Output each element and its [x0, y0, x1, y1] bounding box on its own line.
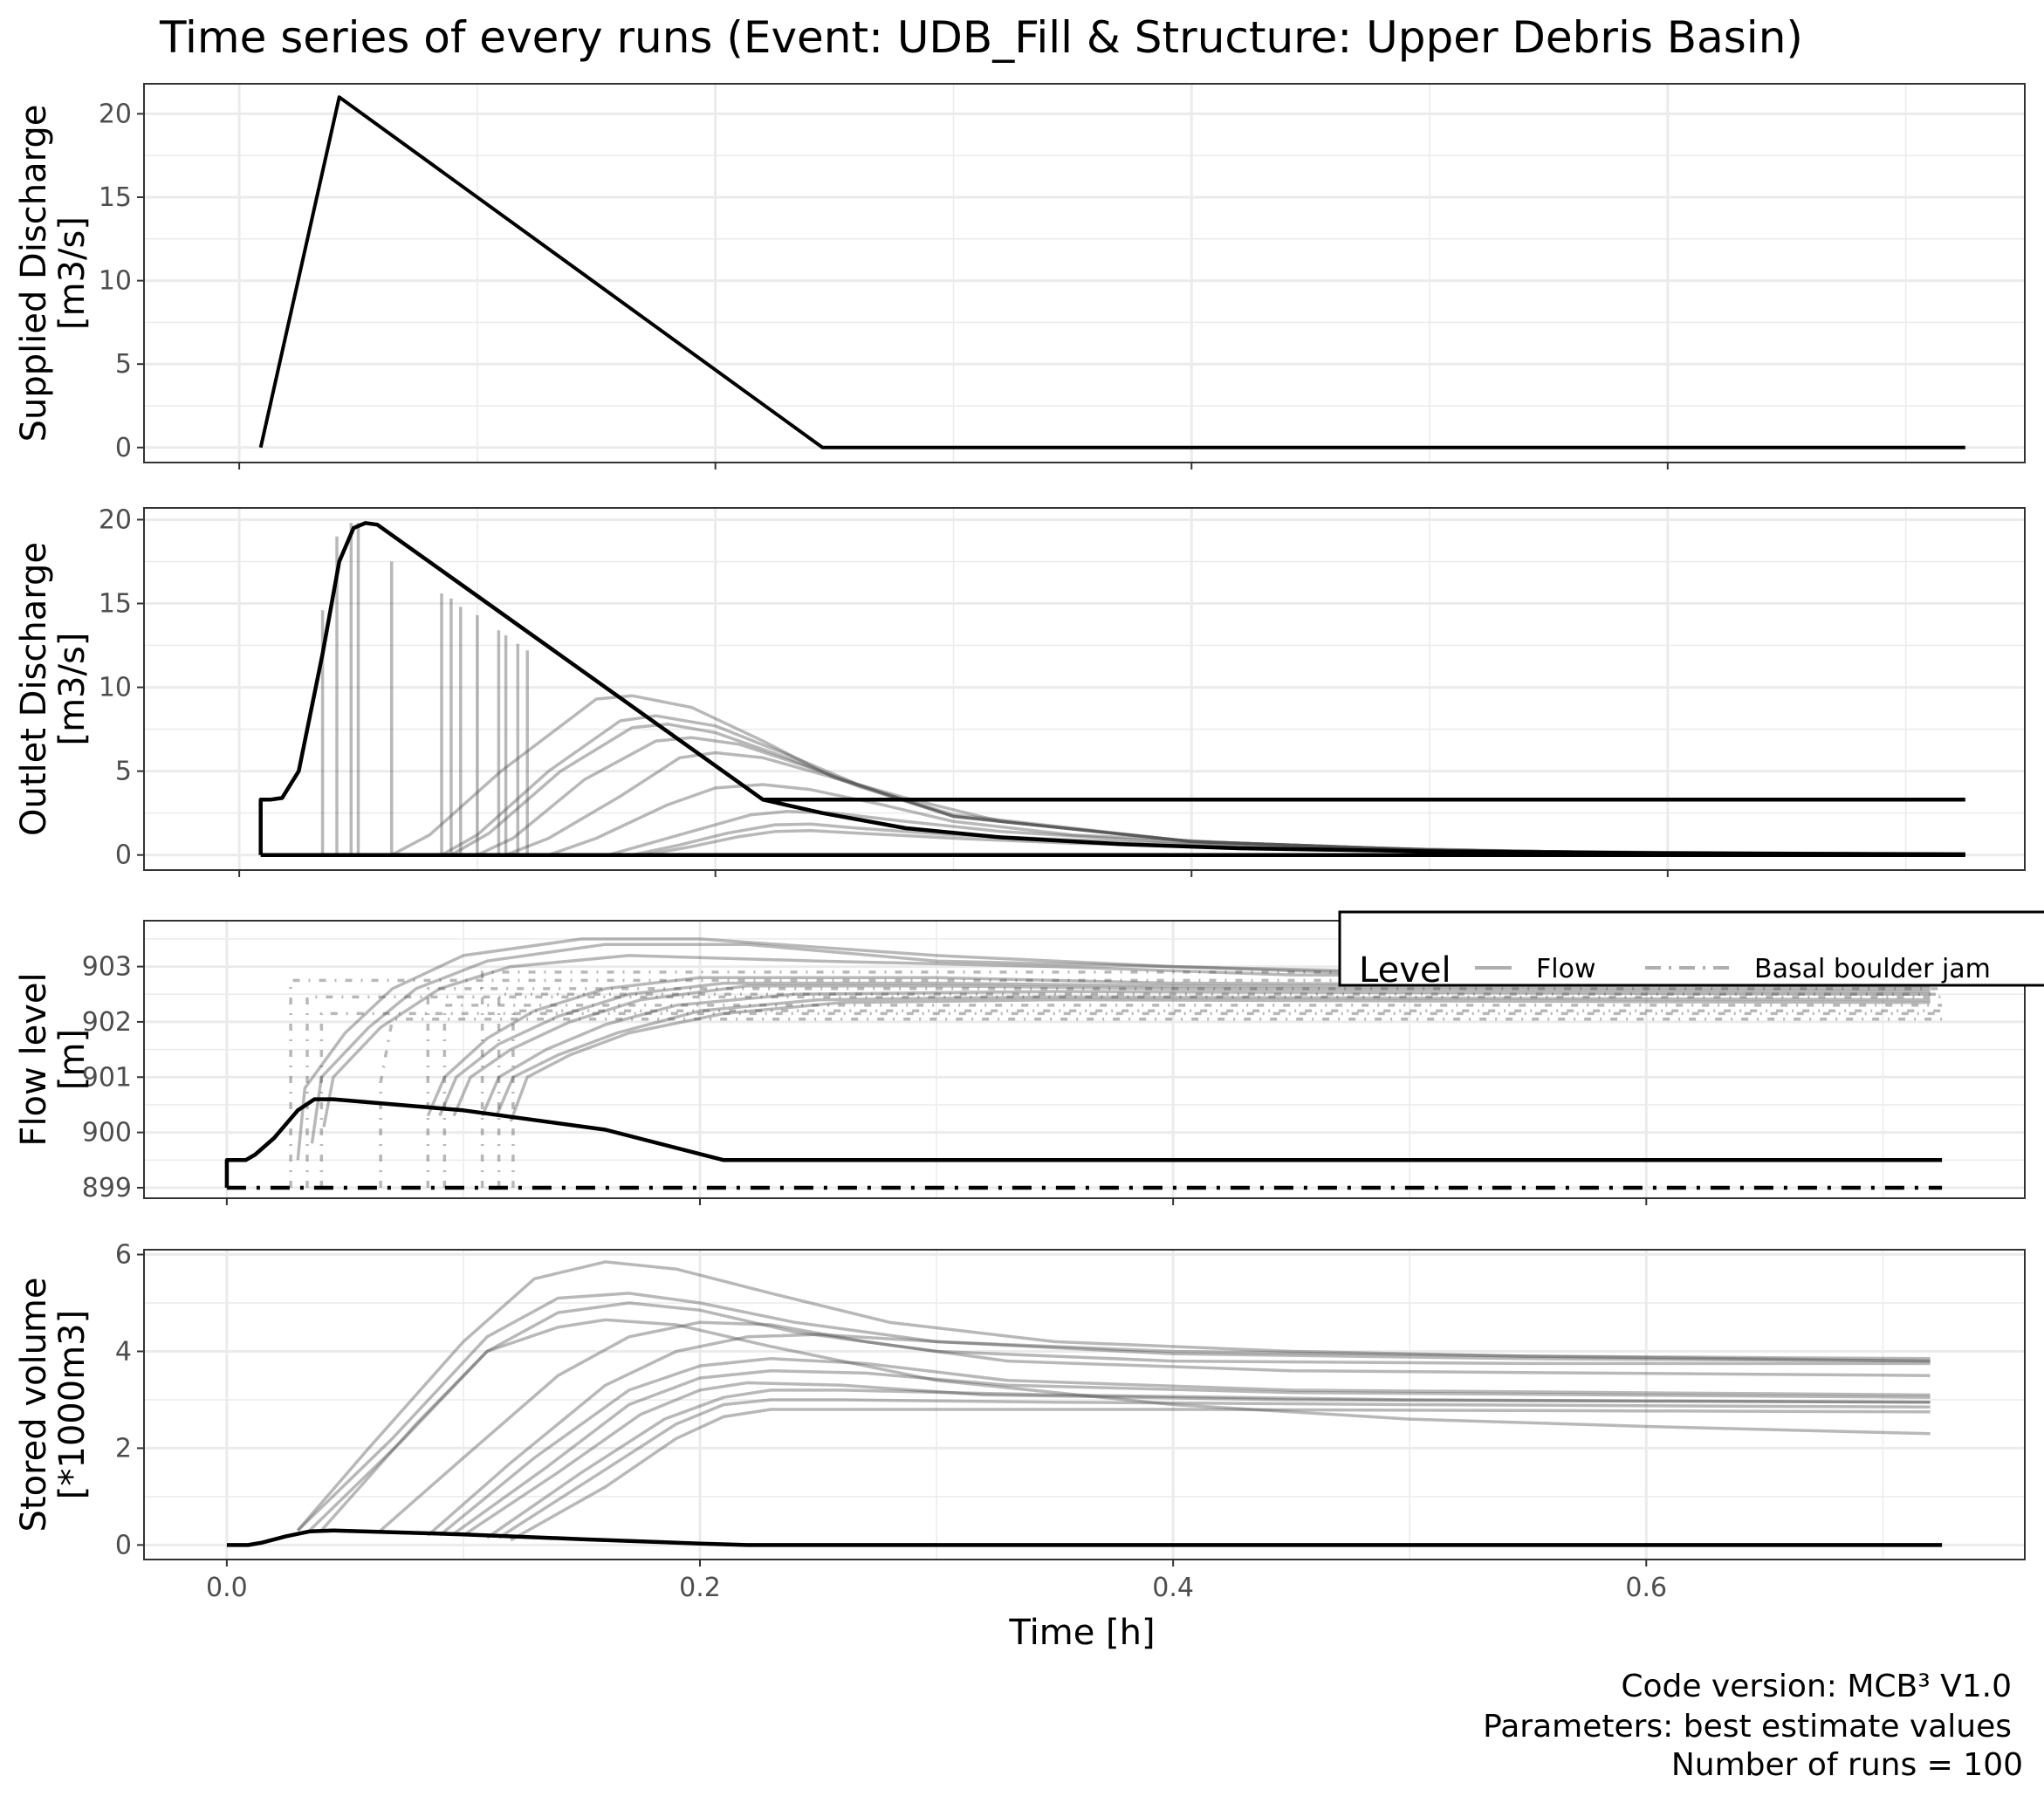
x-tick-label: 0.2	[679, 1573, 721, 1603]
legend-box	[1338, 910, 2044, 987]
panel-flow-ylabel-line1: Flow level	[14, 972, 54, 1146]
y-tick-label: 10	[99, 673, 132, 703]
panel-flow-lines	[224, 937, 1943, 1190]
y-tick-label: 20	[99, 504, 132, 535]
panel-outlet-axes: 0 5 10 15 20	[99, 504, 1669, 877]
panel-supplied-ylabel-line2: [m3/s]	[52, 216, 93, 330]
series-line-supplied-0	[258, 95, 1965, 449]
x-tick-label: 0.6	[1625, 1573, 1667, 1603]
series-line-flow-3	[426, 976, 1931, 1117]
x-tick-label: 0.0	[206, 1573, 248, 1603]
y-tick-label: 15	[99, 589, 132, 620]
y-tick-label: 899	[82, 1173, 132, 1203]
series-line-flow-0	[296, 937, 1931, 1161]
panel-stored-ylabel-line2: [*1000m3]	[52, 1310, 93, 1499]
series-line-flow-6	[480, 990, 1931, 1117]
panel-stored: 0 2 4 6 0.0 0.2 0.4 0.6 Stored volume [*1000m3]	[14, 1240, 2026, 1603]
series-line-flow-4	[438, 981, 1931, 1117]
y-tick-label: 2	[115, 1433, 132, 1464]
series-line-stored-0	[296, 1260, 1931, 1532]
caption-parameters: Parameters: best estimate values	[1483, 1709, 2012, 1745]
panel-flow: 899 900 901 902 903 Flow level [m]	[14, 920, 2026, 1205]
x-axis-label: Time [h]	[1008, 1613, 1155, 1653]
series-line-stored-3	[319, 1318, 1931, 1532]
caption-code-version: Code version: MCB³ V1.0	[1621, 1669, 2012, 1704]
panel-outlet-ylabel-line1: Outlet Discharge	[14, 542, 54, 836]
series-line-stored-11	[510, 1408, 1931, 1542]
caption-number-of-runs: Number of runs = 100	[1671, 1747, 2023, 1783]
series-line-flow-14	[442, 1004, 1943, 1188]
series-line-stored-1	[296, 1292, 1931, 1532]
y-tick-label: 903	[82, 952, 132, 983]
panel-supplied: 0 5 10 15 20 Supplied Discharge [m3/s]	[14, 83, 2026, 470]
series-line-flow-2	[322, 954, 1931, 1128]
series-line-flow-11	[319, 1011, 1943, 1188]
series-line-outlet-22	[258, 521, 1965, 855]
legend: Level Flow Basal boulder jam	[1338, 910, 2044, 991]
series-line-stored-9	[486, 1388, 1931, 1539]
y-tick-label: 15	[99, 182, 132, 213]
panel-outlet-frame	[143, 507, 2026, 871]
series-line-flow-18	[224, 1097, 1943, 1188]
y-tick-label: 4	[115, 1336, 132, 1367]
series-line-stored-6	[438, 1357, 1931, 1537]
series-line-flow-5	[452, 984, 1931, 1117]
series-line-stored-12	[226, 1528, 1943, 1547]
legend-title: Level	[1359, 950, 1451, 991]
series-line-outlet-23	[762, 798, 1965, 857]
y-tick-label: 10	[99, 266, 132, 297]
legend-key-jam-label: Basal boulder jam	[1754, 954, 1991, 984]
panel-flow-ylabel-line2: [m]	[52, 1029, 93, 1090]
y-tick-label: 0	[115, 840, 132, 871]
series-line-flow-15	[480, 970, 1943, 1188]
series-line-flow-7	[495, 995, 1931, 1117]
series-line-stored-4	[379, 1320, 1931, 1532]
series-line-stored-8	[462, 1381, 1931, 1537]
series-line-flow-17	[511, 1009, 1943, 1188]
series-line-stored-7	[450, 1368, 1931, 1537]
y-tick-label: 0	[115, 433, 132, 463]
y-tick-label: 6	[115, 1240, 132, 1271]
y-tick-label: 0	[115, 1530, 132, 1560]
panel-outlet-lines	[258, 521, 1965, 857]
series-line-flow-8	[509, 997, 1931, 1122]
y-tick-label: 901	[82, 1062, 132, 1093]
series-line-flow-12	[379, 1018, 1943, 1188]
chart-title: Time series of every runs (Event: UDB_Fi…	[159, 12, 1803, 63]
series-line-flow-16	[497, 992, 1943, 1188]
panel-supplied-grid	[144, 84, 2025, 463]
series-line-stored-2	[308, 1301, 1931, 1532]
panel-outlet-ylabel-line2: [m3/s]	[52, 633, 93, 746]
y-tick-label: 5	[115, 757, 132, 787]
legend-key-flow-label: Flow	[1536, 954, 1595, 984]
panel-supplied-ylabel-line1: Supplied Discharge	[14, 105, 54, 442]
y-tick-label: 902	[82, 1007, 132, 1038]
x-tick-label: 0.4	[1152, 1573, 1194, 1603]
panel-stored-frame	[143, 1249, 2026, 1560]
panel-supplied-axes: 0 5 10 15 20	[99, 99, 1669, 470]
series-line-flow-13	[426, 987, 1943, 1188]
panel-flow-frame	[143, 920, 2026, 1199]
panel-stored-ylabel-line1: Stored volume	[14, 1277, 54, 1532]
y-tick-label: 20	[99, 99, 132, 129]
panel-flow-axes: 899 900 901 902 903	[82, 952, 1648, 1205]
panel-supplied-frame	[143, 83, 2026, 463]
series-line-stored-10	[497, 1398, 1931, 1539]
panel-stored-lines	[226, 1260, 1943, 1547]
y-tick-label: 5	[115, 349, 132, 380]
panel-supplied-lines	[258, 95, 1965, 449]
series-line-stored-5	[427, 1333, 1931, 1537]
series-line-flow-1	[310, 943, 1931, 1144]
series-line-outlet-18	[548, 783, 1965, 857]
panel-stored-axes: 0 2 4 6 0.0 0.2 0.4 0.6	[115, 1240, 1667, 1603]
y-tick-label: 900	[82, 1118, 132, 1148]
panel-outlet: 0 5 10 15 20 Outlet Discharge [m3/s]	[14, 504, 2026, 877]
